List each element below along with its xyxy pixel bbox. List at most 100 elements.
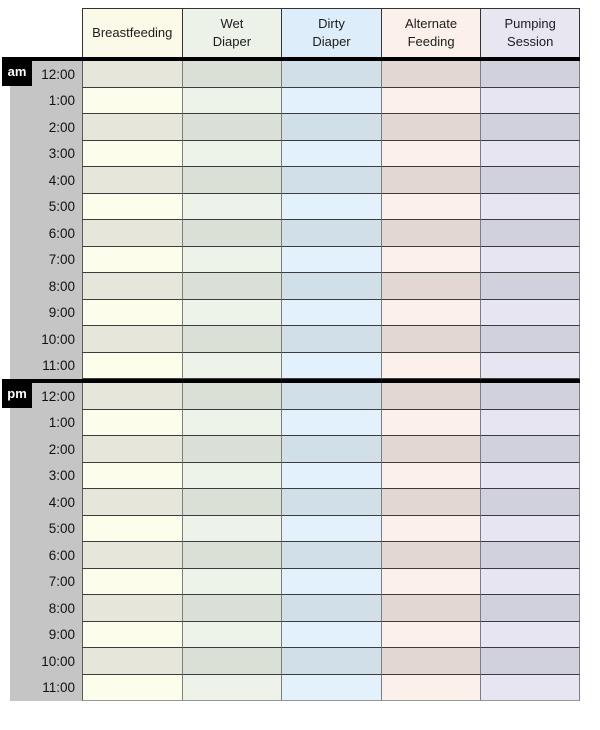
time-label: 10:00 (41, 653, 75, 669)
log-cell-pumping-session (480, 273, 580, 300)
time-row-pm-1200: pm 12:00 (2, 379, 580, 410)
time-label: 9:00 (48, 305, 75, 321)
log-cell-pumping-session (480, 220, 580, 247)
time-label-cell: 2:00 (10, 114, 82, 141)
time-label-cell: am 12:00 (2, 57, 82, 88)
log-cell-dirty-diaper (281, 352, 381, 379)
baby-tracking-chart: Breastfeeding Wet Diaper Dirty Diaper Al… (2, 8, 580, 701)
log-cell-wet-diaper (181, 568, 282, 595)
column-header-alternate-feeding: Alternate Feeding (380, 8, 481, 57)
time-label-cell: 4:00 (10, 489, 82, 516)
time-label-cell: 7:00 (10, 568, 82, 595)
log-cell-dirty-diaper (281, 220, 381, 247)
time-label: 8:00 (48, 600, 75, 616)
time-label-cell: 1:00 (10, 87, 82, 114)
log-cell-wet-diaper (181, 246, 282, 273)
log-cell-pumping-session (480, 462, 580, 489)
log-cell-dirty-diaper (281, 648, 381, 675)
log-cell-pumping-session (480, 648, 580, 675)
time-label-cell: 9:00 (10, 299, 82, 326)
time-row-am-400: 4:00 (10, 167, 580, 194)
log-cell-dirty-diaper (281, 542, 381, 569)
log-cell-alternate-feeding (380, 462, 481, 489)
time-row-pm-900: 9:00 (10, 621, 580, 648)
log-cell-breastfeeding (82, 515, 182, 542)
log-cell-dirty-diaper (281, 246, 381, 273)
log-cell-breastfeeding (82, 542, 182, 569)
log-cell-wet-diaper (181, 114, 282, 141)
log-cell-wet-diaper (181, 352, 282, 379)
time-label-cell: 7:00 (10, 246, 82, 273)
log-cell-alternate-feeding (380, 167, 481, 194)
log-cell-pumping-session (480, 299, 580, 326)
log-cell-wet-diaper (181, 409, 282, 436)
log-cell-dirty-diaper (281, 193, 381, 220)
log-cell-wet-diaper (181, 61, 282, 88)
log-cell-dirty-diaper (281, 61, 381, 88)
log-cell-alternate-feeding (380, 409, 481, 436)
time-label: 4:00 (48, 494, 75, 510)
log-cell-alternate-feeding (380, 299, 481, 326)
time-label: 2:00 (48, 119, 75, 135)
log-cell-alternate-feeding (380, 246, 481, 273)
log-cell-breastfeeding (82, 568, 182, 595)
log-cell-wet-diaper (181, 515, 282, 542)
time-row-pm-500: 5:00 (10, 515, 580, 542)
log-cell-alternate-feeding (380, 674, 481, 701)
log-cell-pumping-session (480, 595, 580, 622)
log-cell-alternate-feeding (380, 621, 481, 648)
time-row-am-100: 1:00 (10, 87, 580, 114)
log-cell-alternate-feeding (380, 193, 481, 220)
log-cell-breastfeeding (82, 220, 182, 247)
log-cell-wet-diaper (181, 140, 282, 167)
log-cell-wet-diaper (181, 621, 282, 648)
log-cell-wet-diaper (181, 674, 282, 701)
log-cell-breastfeeding (82, 621, 182, 648)
time-row-am-1000: 10:00 (10, 326, 580, 353)
log-cell-pumping-session (480, 436, 580, 463)
time-row-am-300: 3:00 (10, 140, 580, 167)
time-label-cell: 1:00 (10, 409, 82, 436)
time-row-pm-100: 1:00 (10, 409, 580, 436)
log-cell-wet-diaper (181, 87, 282, 114)
log-cell-dirty-diaper (281, 489, 381, 516)
time-label: 2:00 (48, 441, 75, 457)
log-cell-wet-diaper (181, 299, 282, 326)
log-cell-dirty-diaper (281, 436, 381, 463)
time-label: 8:00 (48, 278, 75, 294)
time-label: 12:00 (41, 388, 75, 404)
log-cell-breastfeeding (82, 87, 182, 114)
time-label-cell: 5:00 (10, 515, 82, 542)
time-row-pm-400: 4:00 (10, 489, 580, 516)
log-cell-alternate-feeding (380, 648, 481, 675)
log-cell-pumping-session (480, 409, 580, 436)
time-row-am-200: 2:00 (10, 114, 580, 141)
time-row-am-1200: am 12:00 (2, 57, 580, 88)
time-label-cell: 11:00 (10, 674, 82, 701)
time-label: 1:00 (48, 93, 75, 109)
log-cell-pumping-session (480, 61, 580, 88)
log-cell-wet-diaper (181, 220, 282, 247)
section-divider-pm (10, 379, 580, 383)
log-cell-alternate-feeding (380, 352, 481, 379)
time-label-cell: 10:00 (10, 326, 82, 353)
log-cell-breastfeeding (82, 246, 182, 273)
log-cell-alternate-feeding (380, 61, 481, 88)
time-label-cell: pm 12:00 (2, 379, 82, 410)
time-label-cell: 5:00 (10, 193, 82, 220)
log-cell-wet-diaper (181, 489, 282, 516)
log-cell-alternate-feeding (380, 87, 481, 114)
log-cell-alternate-feeding (380, 489, 481, 516)
log-cell-breastfeeding (82, 674, 182, 701)
time-row-pm-200: 2:00 (10, 436, 580, 463)
log-cell-alternate-feeding (380, 568, 481, 595)
time-label: 6:00 (48, 547, 75, 563)
log-cell-pumping-session (480, 489, 580, 516)
log-cell-dirty-diaper (281, 409, 381, 436)
time-label: 1:00 (48, 415, 75, 431)
log-cell-wet-diaper (181, 462, 282, 489)
log-cell-alternate-feeding (380, 326, 481, 353)
log-cell-wet-diaper (181, 273, 282, 300)
time-label: 3:00 (48, 146, 75, 162)
